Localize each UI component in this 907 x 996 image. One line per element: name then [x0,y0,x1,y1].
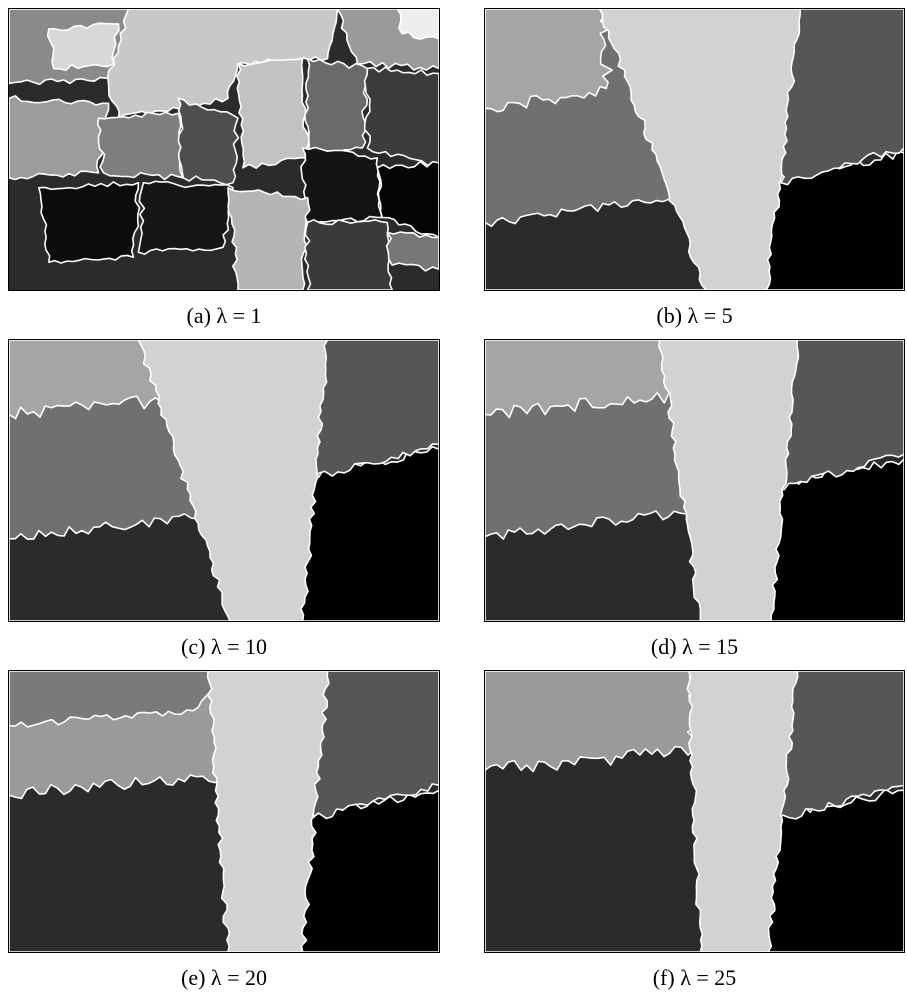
segment-region [237,59,309,169]
segmentation-image [484,339,905,622]
segment-region [108,9,338,118]
segment-region [98,112,184,179]
panel: (b) λ = 5 [484,8,905,291]
panel: (a) λ = 1 [8,8,440,291]
segment-region [39,182,140,263]
caption: (b) λ = 5 [484,303,905,329]
caption: (f) λ = 25 [484,965,905,991]
segment-region [301,148,382,225]
panel: (c) λ = 10 [8,339,440,622]
caption: (e) λ = 20 [8,965,440,991]
segment-region [178,98,238,184]
segment-region [387,232,439,271]
segment-region [305,220,392,290]
caption: (c) λ = 10 [8,634,440,660]
figure-page: (a) λ = 1 (b) λ = 5 (c) λ = 10 (d) λ = 1… [0,0,907,996]
segmentation-image [484,8,905,291]
segment-region [365,67,439,168]
panel: (d) λ = 15 [484,339,905,622]
segment-region [138,181,233,254]
panel: (f) λ = 25 [484,670,905,953]
segment-region [9,96,109,180]
segmentation-image [484,670,905,953]
segment-region [48,23,119,70]
caption: (a) λ = 1 [8,303,440,329]
segmentation-image [8,8,440,291]
panel: (e) λ = 20 [8,670,440,953]
segment-region [305,59,370,158]
caption: (d) λ = 15 [484,634,905,660]
segmentation-image [8,339,440,622]
segment-region [228,188,310,290]
segmentation-image [8,670,440,953]
